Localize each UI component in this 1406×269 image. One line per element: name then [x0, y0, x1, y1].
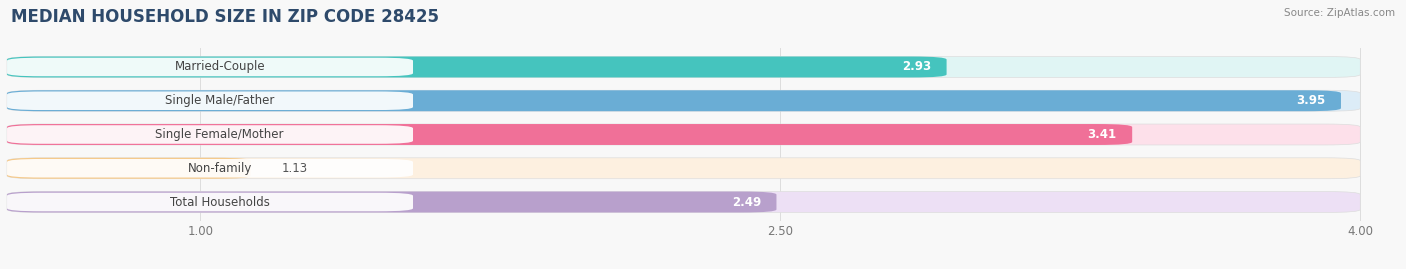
FancyBboxPatch shape — [7, 58, 413, 76]
FancyBboxPatch shape — [7, 158, 1361, 179]
FancyBboxPatch shape — [7, 192, 1361, 213]
Text: Non-family: Non-family — [187, 162, 252, 175]
FancyBboxPatch shape — [7, 90, 1341, 111]
Text: MEDIAN HOUSEHOLD SIZE IN ZIP CODE 28425: MEDIAN HOUSEHOLD SIZE IN ZIP CODE 28425 — [11, 8, 439, 26]
Text: 3.95: 3.95 — [1296, 94, 1326, 107]
FancyBboxPatch shape — [7, 159, 413, 178]
FancyBboxPatch shape — [7, 192, 776, 213]
FancyBboxPatch shape — [7, 124, 1361, 145]
FancyBboxPatch shape — [7, 91, 413, 110]
FancyBboxPatch shape — [7, 124, 1132, 145]
FancyBboxPatch shape — [7, 56, 946, 77]
Text: Source: ZipAtlas.com: Source: ZipAtlas.com — [1284, 8, 1395, 18]
Text: Total Households: Total Households — [170, 196, 270, 208]
FancyBboxPatch shape — [7, 90, 1361, 111]
FancyBboxPatch shape — [7, 193, 413, 211]
Text: 2.93: 2.93 — [903, 61, 931, 73]
Text: Single Male/Father: Single Male/Father — [165, 94, 274, 107]
Text: 3.41: 3.41 — [1088, 128, 1116, 141]
Text: 1.13: 1.13 — [281, 162, 308, 175]
Text: 2.49: 2.49 — [731, 196, 761, 208]
Text: Single Female/Mother: Single Female/Mother — [156, 128, 284, 141]
FancyBboxPatch shape — [7, 125, 413, 144]
Text: Married-Couple: Married-Couple — [174, 61, 264, 73]
FancyBboxPatch shape — [7, 158, 250, 179]
FancyBboxPatch shape — [7, 56, 1361, 77]
